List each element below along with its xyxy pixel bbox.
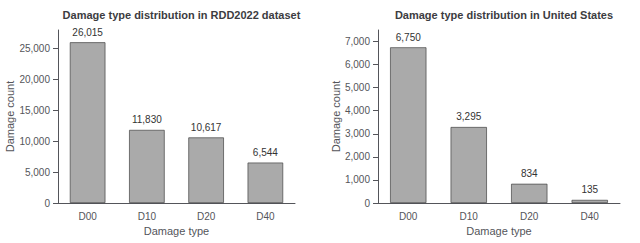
svg-text:20,000: 20,000 [19, 74, 50, 85]
svg-text:0: 0 [364, 198, 370, 209]
svg-text:26,015: 26,015 [72, 27, 103, 38]
svg-text:Damage type distribution in RD: Damage type distribution in RDD2022 data… [63, 9, 301, 21]
svg-text:Damage count: Damage count [330, 81, 342, 153]
svg-text:D10: D10 [460, 211, 479, 222]
svg-text:15,000: 15,000 [19, 105, 50, 116]
svg-text:6,544: 6,544 [253, 147, 278, 158]
svg-text:25,000: 25,000 [19, 43, 50, 54]
svg-text:6,750: 6,750 [396, 32, 421, 43]
svg-text:D40: D40 [256, 211, 275, 222]
svg-text:Damage type distribution in Un: Damage type distribution in United State… [395, 9, 613, 21]
svg-text:0: 0 [44, 198, 50, 209]
svg-text:D20: D20 [197, 211, 216, 222]
svg-text:Damage type: Damage type [144, 225, 209, 237]
svg-text:10,617: 10,617 [191, 122, 222, 133]
svg-text:D10: D10 [138, 211, 157, 222]
svg-text:10,000: 10,000 [19, 136, 50, 147]
svg-text:D00: D00 [399, 211, 418, 222]
svg-text:Damage type: Damage type [466, 225, 531, 237]
svg-text:5,000: 5,000 [25, 167, 50, 178]
svg-text:2,000: 2,000 [345, 151, 370, 162]
svg-text:3,295: 3,295 [456, 111, 481, 122]
svg-text:11,830: 11,830 [132, 114, 162, 125]
svg-text:6,000: 6,000 [345, 59, 370, 70]
svg-text:7,000: 7,000 [345, 36, 370, 47]
svg-text:D40: D40 [581, 211, 600, 222]
svg-text:3,000: 3,000 [345, 128, 370, 139]
svg-text:135: 135 [581, 184, 598, 195]
svg-text:834: 834 [521, 168, 538, 179]
svg-text:Damage count: Damage count [4, 81, 16, 153]
svg-text:5,000: 5,000 [345, 82, 370, 93]
svg-text:D00: D00 [78, 211, 97, 222]
svg-text:D20: D20 [520, 211, 539, 222]
svg-text:1,000: 1,000 [345, 174, 370, 185]
svg-text:4,000: 4,000 [345, 105, 370, 116]
